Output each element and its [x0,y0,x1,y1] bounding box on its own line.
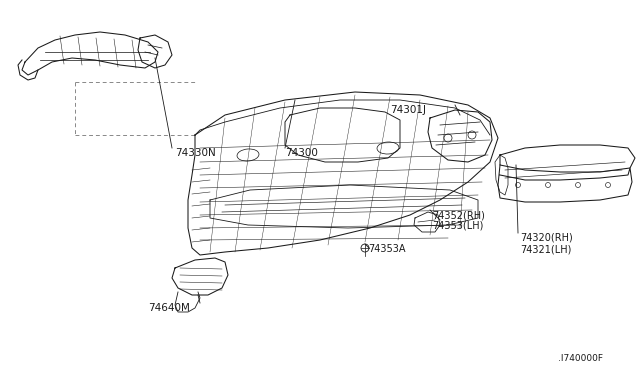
Text: 74353(LH): 74353(LH) [432,221,483,231]
Text: 74300: 74300 [285,148,318,158]
Text: 74353A: 74353A [368,244,406,254]
Text: .I740000F: .I740000F [558,354,603,363]
Text: 74301J: 74301J [390,105,426,115]
Text: 74321(LH): 74321(LH) [520,244,572,254]
Text: 74330N: 74330N [175,148,216,158]
Text: 74640M: 74640M [148,303,190,313]
Text: 74320(RH): 74320(RH) [520,233,573,243]
Text: 74352(RH): 74352(RH) [432,210,485,220]
